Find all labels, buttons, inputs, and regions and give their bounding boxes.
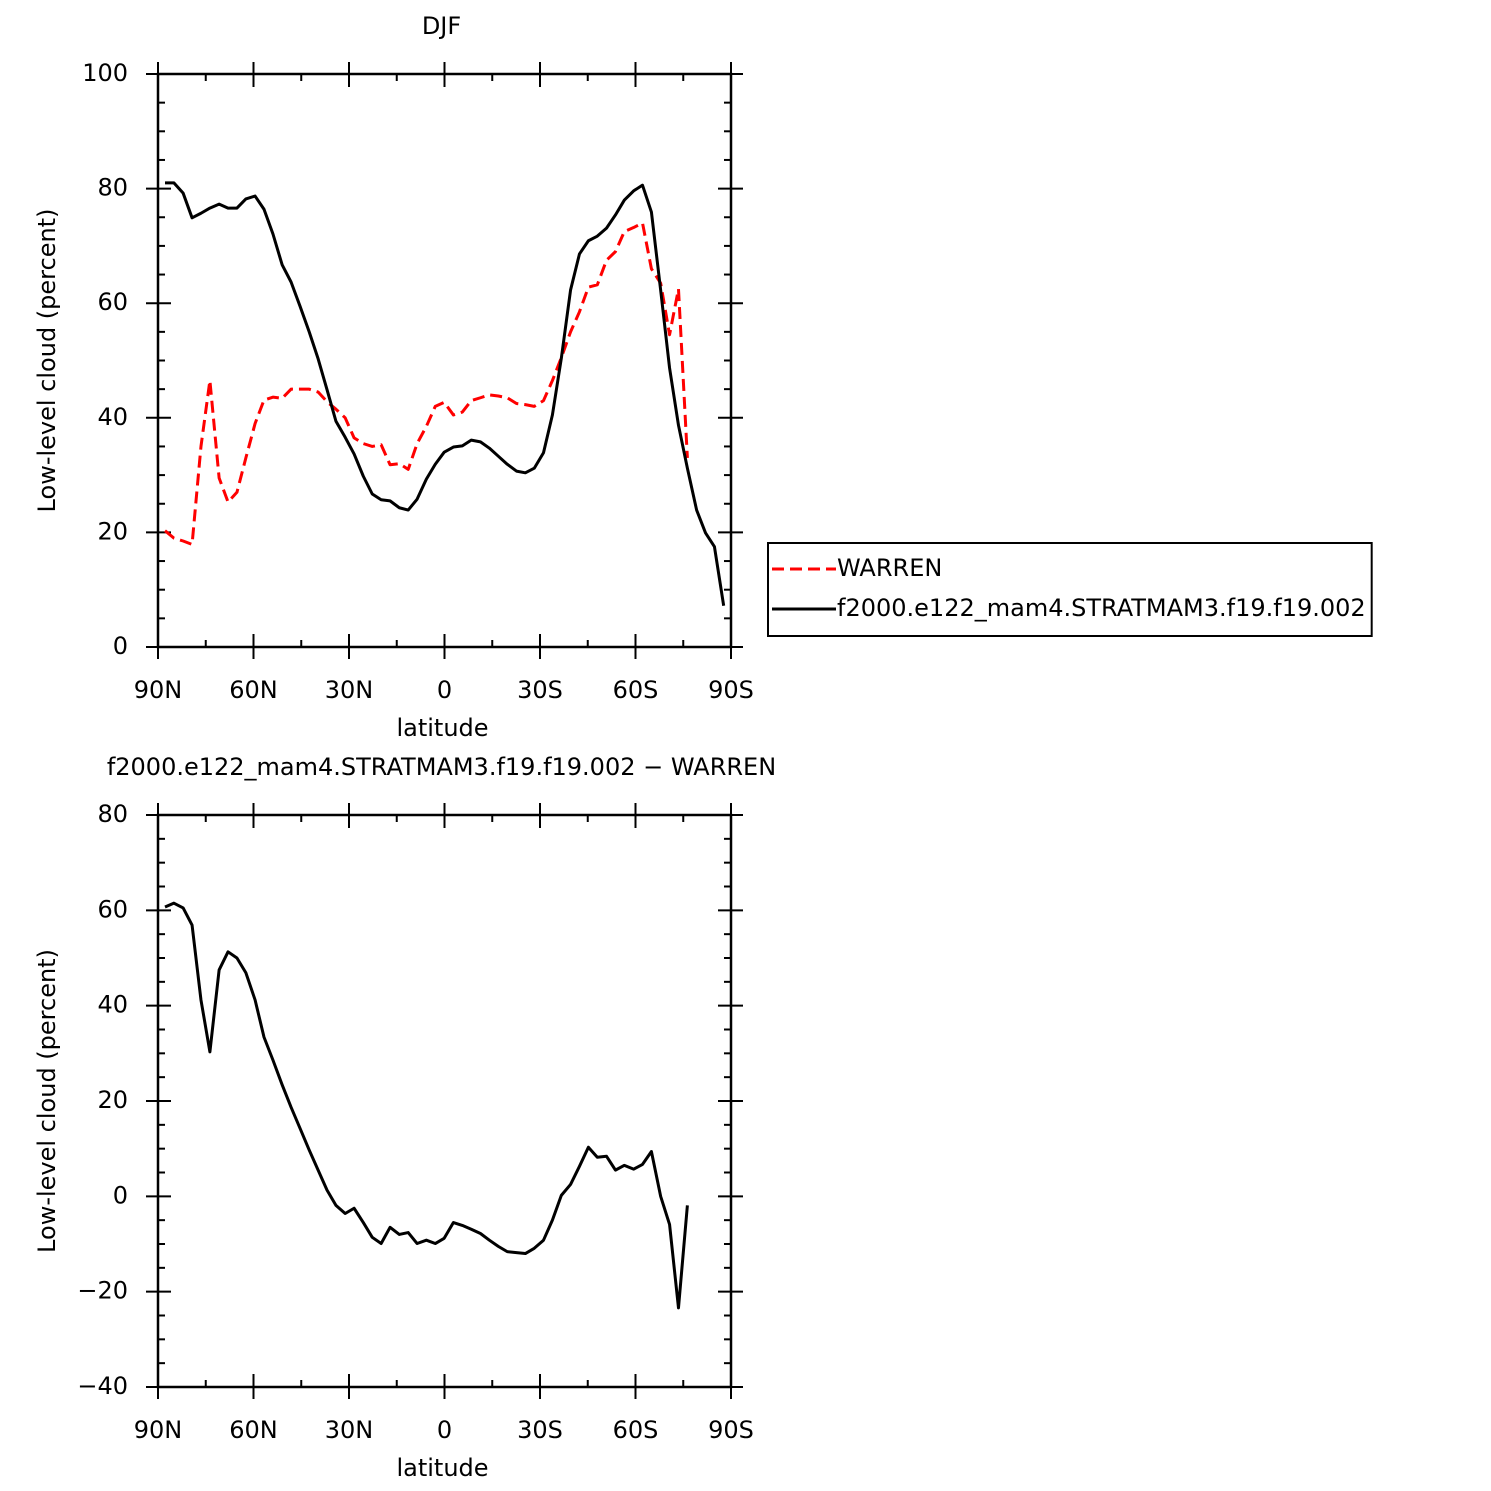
y-tick-label: −20 xyxy=(77,1277,128,1305)
y-tick-label: 60 xyxy=(97,288,128,316)
y-tick-label: 60 xyxy=(97,895,128,923)
chart-title: DJF xyxy=(422,12,461,40)
x-tick-label: 30S xyxy=(517,676,563,704)
plot-frame xyxy=(156,72,733,649)
x-tick-label: 30S xyxy=(517,1416,563,1444)
legend-box xyxy=(767,542,1373,637)
y-axis-label: Low-level cloud (percent) xyxy=(33,209,61,513)
series-line xyxy=(164,221,689,546)
series-line xyxy=(165,181,726,606)
x-tick-label: 60S xyxy=(613,676,659,704)
y-tick-label: 80 xyxy=(97,800,128,828)
legend-label: f2000.e122_mam4.STRATMAM3.f19.f19.002 xyxy=(837,594,1366,622)
x-tick-label: 90S xyxy=(708,676,754,704)
y-tick-label: 100 xyxy=(82,59,128,87)
chart-title: f2000.e122_mam4.STRATMAM3.f19.f19.002 − … xyxy=(107,753,776,781)
x-tick-label: 30N xyxy=(325,1416,374,1444)
x-tick-label: 90S xyxy=(708,1416,754,1444)
x-tick-label: 60N xyxy=(229,676,278,704)
y-tick-label: 40 xyxy=(97,403,128,431)
legend-label: WARREN xyxy=(837,554,942,582)
x-tick-label: 60N xyxy=(229,1416,278,1444)
y-tick-label: 80 xyxy=(97,174,128,202)
x-tick-label: 30N xyxy=(325,676,374,704)
x-tick-label: 90N xyxy=(134,676,183,704)
x-axis-label: latitude xyxy=(396,714,488,742)
y-tick-label: 0 xyxy=(113,632,128,660)
y-tick-label: 20 xyxy=(97,517,128,545)
x-tick-label: 0 xyxy=(437,1416,452,1444)
x-axis-label: latitude xyxy=(396,1454,488,1482)
y-tick-label: −40 xyxy=(77,1372,128,1400)
x-tick-label: 0 xyxy=(437,676,452,704)
x-tick-label: 60S xyxy=(613,1416,659,1444)
plot-frame xyxy=(156,813,733,1389)
y-tick-label: 0 xyxy=(113,1181,128,1209)
series-line xyxy=(164,901,689,1310)
y-tick-label: 20 xyxy=(97,1086,128,1114)
x-tick-label: 90N xyxy=(134,1416,183,1444)
y-axis-label: Low-level cloud (percent) xyxy=(33,949,61,1253)
y-tick-label: 40 xyxy=(97,991,128,1019)
